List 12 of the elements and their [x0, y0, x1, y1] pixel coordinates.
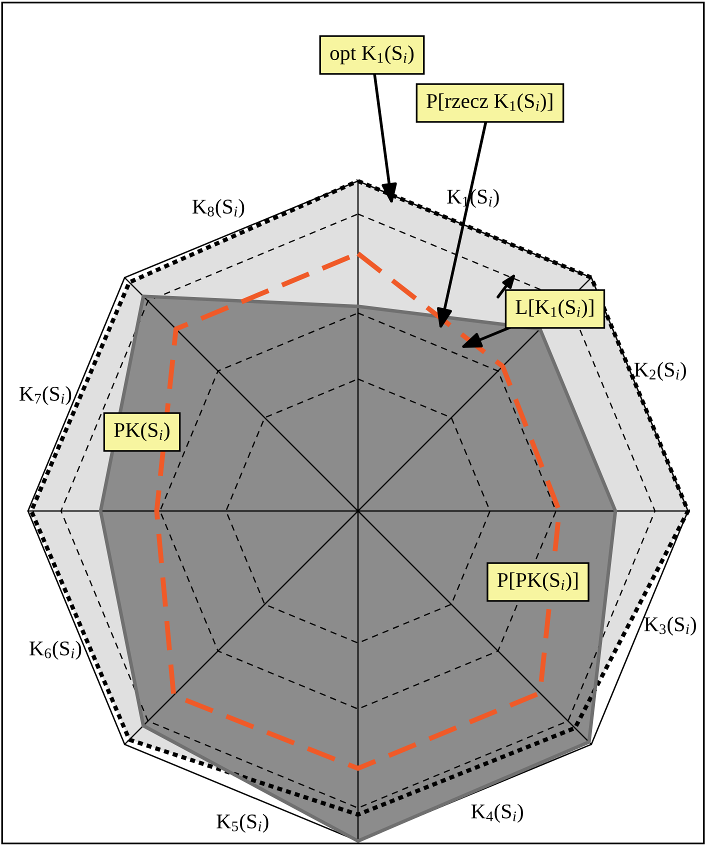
spoke-label: K$_{2}$(S$_{i}$): [634, 362, 686, 381]
text: L[K$_{1}$(S$_{i}$)]: [516, 299, 594, 318]
text: PK(S$_{i}$): [114, 422, 170, 442]
spoke-label: K$_{5}$(S$_{i}$): [216, 814, 268, 833]
text: P[PK(S$_{i}$)]: [497, 572, 578, 592]
text: opt K$_{1}$(S$_{i}$): [330, 45, 414, 64]
spoke-label: K$_{8}$(S$_{i}$): [192, 199, 244, 218]
spoke-label: K$_{6}$(S$_{i}$): [30, 640, 82, 660]
spoke-label: K$_{3}$(S$_{i}$): [644, 616, 696, 636]
spoke-label: K$_{4}$(S$_{i}$): [471, 804, 523, 823]
spoke-label: K$_{7}$(S$_{i}$): [20, 386, 72, 406]
text: P[rzecz K$_{1}$(S$_{i}$)]: [426, 93, 552, 112]
